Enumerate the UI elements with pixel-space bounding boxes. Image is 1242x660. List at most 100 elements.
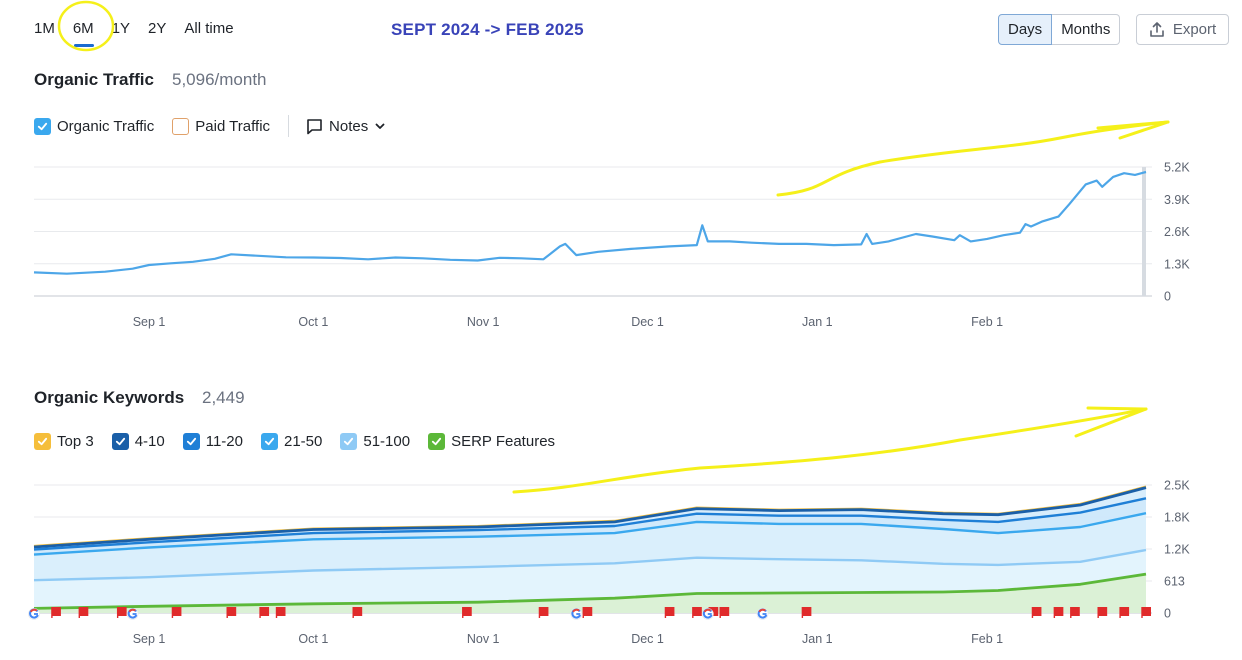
red-flag-icon xyxy=(51,607,61,618)
traffic-x-tick-label: Dec 1 xyxy=(631,315,664,329)
red-flag-icon xyxy=(1141,607,1151,618)
red-flag-body xyxy=(720,607,730,616)
export-icon xyxy=(1150,21,1164,37)
google-update-icon xyxy=(28,608,40,620)
google-icon-arc-red xyxy=(758,608,766,613)
traffic-y-tick-label: 3.9K xyxy=(1164,193,1190,207)
red-flag-body xyxy=(1054,607,1064,616)
red-flag-icon xyxy=(582,607,593,618)
red-flag-body xyxy=(1098,607,1108,616)
red-flag-body xyxy=(353,607,363,616)
keywords-x-tick-label: Oct 1 xyxy=(298,632,328,646)
red-flag-icon xyxy=(538,607,549,618)
google-update-icon xyxy=(701,608,714,620)
checkbox-unchecked-icon xyxy=(172,117,190,135)
legend-label: 21-50 xyxy=(284,433,323,450)
range-tab-1y[interactable]: 1Y xyxy=(111,20,131,37)
range-tab-all-time[interactable]: All time xyxy=(184,20,234,37)
red-flag-body xyxy=(172,607,182,616)
red-flag-icon xyxy=(116,607,127,618)
range-tab-2y[interactable]: 2Y xyxy=(148,20,167,37)
keywords-line-51-100 xyxy=(33,548,1147,582)
red-flag-icon xyxy=(78,607,89,618)
keywords-x-tick-label: Jan 1 xyxy=(802,632,833,646)
traffic-y-tick-label: 5.2K xyxy=(1164,161,1190,175)
red-flag-icon xyxy=(259,607,270,618)
keywords-y-tick-label: 2.5K xyxy=(1164,479,1190,493)
traffic-x-tick-label: Jan 1 xyxy=(802,315,833,329)
legend-11-20[interactable]: 11-20 xyxy=(182,433,243,450)
organic-traffic-title: Organic Traffic xyxy=(34,70,154,89)
legend-label: Top 3 xyxy=(57,433,94,450)
keywords-x-tick-label: Feb 1 xyxy=(971,632,1003,646)
export-label: Export xyxy=(1172,21,1217,38)
legend-label: 4-10 xyxy=(134,433,165,450)
keywords-y-tick-label: 1.2K xyxy=(1164,543,1190,557)
red-flag-body xyxy=(117,607,127,616)
legend-label: 51-100 xyxy=(363,433,411,450)
google-update-icon xyxy=(126,608,139,620)
traffic-x-tick-label: Nov 1 xyxy=(467,315,500,329)
traffic-y-tick-label: 1.3K xyxy=(1164,257,1190,271)
red-flag-body xyxy=(51,607,61,616)
red-flag-icon xyxy=(1053,607,1064,618)
organic-traffic-line xyxy=(33,170,1147,275)
export-button[interactable]: Export xyxy=(1136,14,1229,45)
annotation-title: SEPT 2024 -> FEB 2025 xyxy=(391,20,584,39)
range-tab-1m[interactable]: 1M xyxy=(34,20,55,37)
organic-keywords-metric: 2,449 xyxy=(202,388,245,407)
red-flag-icon xyxy=(692,607,702,618)
keywords-line-4-10 xyxy=(33,486,1147,549)
red-flag-body xyxy=(227,607,237,616)
checkbox-checked-icon xyxy=(34,433,51,450)
chevron-down-icon xyxy=(375,123,385,129)
traffic-current-marker xyxy=(1142,167,1146,296)
keywords-line-21-50 xyxy=(33,512,1147,556)
red-flag-body xyxy=(462,607,472,616)
red-flag-icon xyxy=(801,607,812,618)
notes-dropdown[interactable]: Notes xyxy=(306,118,386,135)
google-icon-arc-red xyxy=(29,608,38,613)
legend-label: Organic Traffic xyxy=(57,117,155,135)
red-flag-body xyxy=(79,607,89,616)
legend-top-3[interactable]: Top 3 xyxy=(34,433,94,450)
organic-traffic-metric: 5,096/month xyxy=(172,70,267,89)
red-flag-icon xyxy=(352,607,363,618)
keywords-x-tick-label: Nov 1 xyxy=(467,632,500,646)
keywords-line-11-20 xyxy=(33,497,1147,551)
red-flag-icon xyxy=(1031,607,1042,618)
legend-4-10[interactable]: 4-10 xyxy=(111,433,165,450)
legend-divider xyxy=(288,115,290,137)
legend-label: Paid Traffic xyxy=(195,117,271,135)
legend-21-50[interactable]: 21-50 xyxy=(261,433,322,450)
google-icon-arc-red xyxy=(572,608,580,613)
keywords-y-tick-label: 613 xyxy=(1164,575,1185,589)
red-flag-body xyxy=(692,607,702,616)
traffic-x-tick-label: Feb 1 xyxy=(971,315,1003,329)
keywords-area-serp-features xyxy=(34,574,1146,613)
legend-51-100[interactable]: 51-100 xyxy=(340,433,410,450)
keywords-x-tick-label: Dec 1 xyxy=(631,632,664,646)
traffic-y-tick-label: 2.6K xyxy=(1164,225,1190,239)
red-flag-body xyxy=(583,607,593,616)
red-flag-icon xyxy=(1119,607,1130,618)
keywords-y-tick-label: 0 xyxy=(1164,607,1171,621)
keywords-x-tick-label: Sep 1 xyxy=(133,632,166,646)
legend-paid-traffic[interactable]: Paid Traffic xyxy=(172,117,271,135)
red-flag-body xyxy=(539,607,549,616)
legend-organic-traffic[interactable]: Organic Traffic xyxy=(34,117,155,135)
red-flag-icon xyxy=(719,607,730,618)
red-flag-body xyxy=(1032,607,1042,616)
months-button[interactable]: Months xyxy=(1052,14,1121,45)
checkbox-checked-icon xyxy=(340,433,358,450)
notes-label: Notes xyxy=(329,117,369,135)
days-button[interactable]: Days xyxy=(998,14,1053,45)
traffic-x-tick-label: Oct 1 xyxy=(298,315,328,329)
checkbox-checked-icon xyxy=(261,433,278,450)
red-flag-body xyxy=(709,607,719,616)
legend-label: 11-20 xyxy=(205,433,243,450)
days-months-toggle: Days Months xyxy=(998,14,1121,45)
red-flag-icon xyxy=(171,607,182,618)
red-flag-icon xyxy=(275,607,286,618)
